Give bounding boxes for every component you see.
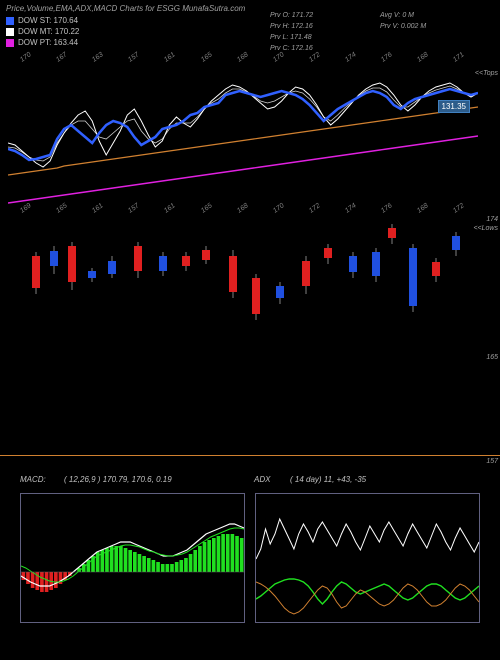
adx-params: ( 14 day) 11, +43, -35 <box>290 475 366 484</box>
x-axis-top: 170167163157161165168170172174176168171 <box>0 54 500 61</box>
gap-orange-line <box>0 455 500 456</box>
avg-v: Avg V: 0 M <box>380 10 426 21</box>
macd-params: ( 12,26,9 ) 170.79, 170.6, 0.19 <box>64 475 172 484</box>
prv-v: Prv V: 0.002 M <box>380 21 426 32</box>
macd-panel <box>20 493 245 623</box>
prv-c: Prv C: 172.16 <box>270 43 313 54</box>
swatch-mt <box>6 28 14 36</box>
prv-o: Prv O: 171.72 <box>270 10 313 21</box>
stats-right: Avg V: 0 M Prv V: 0.002 M <box>380 10 426 32</box>
adx-panel <box>255 493 480 623</box>
gap-panel: 157 <box>0 365 500 475</box>
price-highlight: 131.35 <box>438 100 470 113</box>
price-chart: 131.35 <box>0 65 500 205</box>
swatch-pt <box>6 39 14 47</box>
swatch-st <box>6 17 14 25</box>
prv-h: Prv H: 172.16 <box>270 21 313 32</box>
stats-left: Prv O: 171.72 Prv H: 172.16 Prv L: 171.4… <box>270 10 313 54</box>
x-axis-bottom: 169165161157161165168170172174176168172 <box>0 205 500 212</box>
legend-label-st: DOW ST: 170.64 <box>18 16 78 25</box>
legend-dow-pt: DOW PT: 163.44 <box>0 37 500 48</box>
bottom-panels <box>0 493 500 623</box>
adx-label: ADX <box>254 475 270 484</box>
macd-label: MACD: <box>20 475 46 484</box>
legend-label-mt: DOW MT: 170.22 <box>18 27 79 36</box>
candle-chart: 174 165 <box>0 216 500 361</box>
gap-y-label: 157 <box>486 458 498 465</box>
candle-y-bot: 165 <box>486 354 498 361</box>
prv-l: Prv L: 171.48 <box>270 32 313 43</box>
candle-y-top: 174 <box>486 216 498 223</box>
legend-label-pt: DOW PT: 163.44 <box>18 38 78 47</box>
